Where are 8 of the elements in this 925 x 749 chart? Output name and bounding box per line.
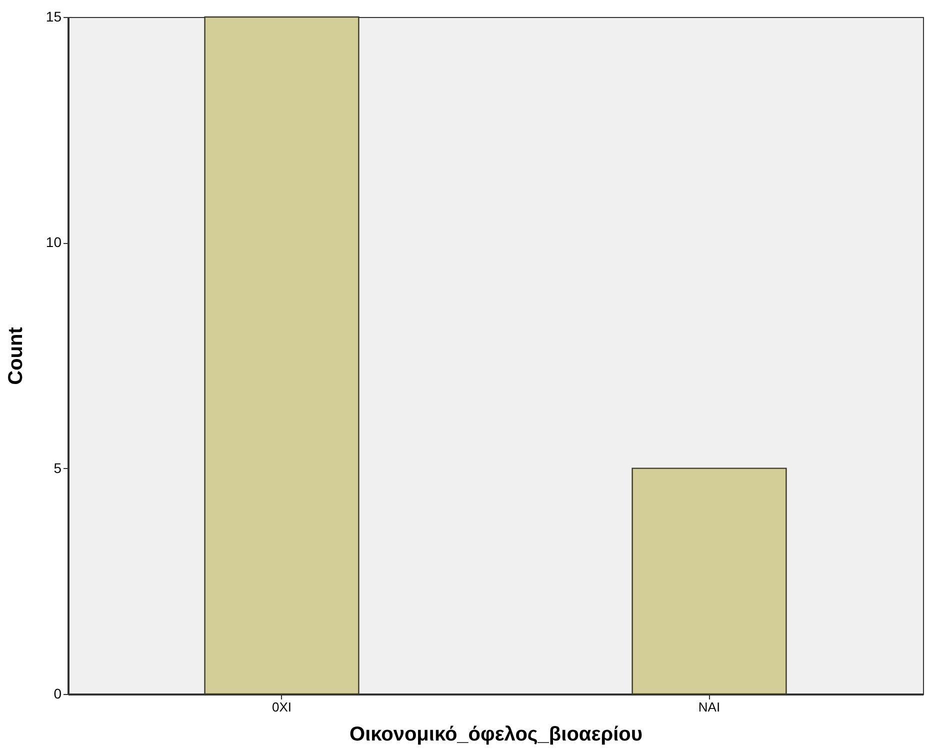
y-tick-label: 10 (46, 234, 62, 250)
y-axis-title: Count (4, 326, 27, 385)
y-tick-label: 5 (54, 460, 62, 476)
y-tick-label: 15 (46, 8, 62, 24)
x-tick-label: NAI (698, 700, 720, 714)
x-tick-label: 0XI (272, 700, 292, 714)
y-tick-label: 0 (54, 686, 62, 702)
x-axis-title: Οικονομικό_όφελος_βιοαερίου (350, 724, 642, 746)
